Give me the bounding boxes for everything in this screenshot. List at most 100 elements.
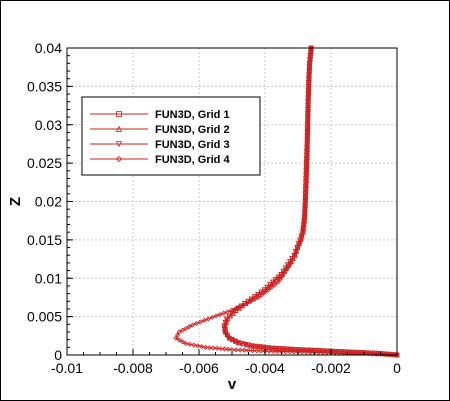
series-point <box>307 60 313 66</box>
series-point <box>305 137 311 143</box>
series-point <box>302 214 308 220</box>
series-point <box>213 313 219 319</box>
series-point <box>233 347 239 353</box>
series-point <box>302 206 308 212</box>
series-layer <box>173 45 400 358</box>
series-point <box>304 164 310 170</box>
legend-label: FUN3D, Grid 1 <box>155 109 230 121</box>
series-point <box>373 351 379 357</box>
series-point <box>283 349 289 355</box>
series-point <box>266 348 272 354</box>
series-point <box>295 347 301 353</box>
series-point <box>218 346 224 352</box>
series-point <box>262 289 268 295</box>
series-point <box>225 309 231 315</box>
series-point <box>226 313 232 320</box>
legend-label: FUN3D, Grid 4 <box>155 154 230 166</box>
series-point <box>183 340 189 347</box>
series-point <box>300 221 307 228</box>
tick-layer: -0.01 -0.008 -0.006 -0.004 -0.002 0 0 0.005 0.01… <box>27 40 401 376</box>
series-point <box>179 327 186 333</box>
series-point <box>301 218 307 224</box>
series-point <box>276 346 282 352</box>
y-tick-label: 0 <box>54 347 62 363</box>
series-line <box>175 47 398 356</box>
series-point <box>269 284 275 290</box>
series-point <box>251 296 258 302</box>
series-point <box>305 141 311 147</box>
series-point <box>311 347 318 354</box>
series-point <box>305 129 311 135</box>
series-point <box>221 310 227 316</box>
legend-marker <box>115 125 123 132</box>
series-point <box>197 319 203 325</box>
series-point <box>253 343 259 350</box>
series-point <box>306 68 313 74</box>
series-point <box>221 323 227 329</box>
y-tick-label: 0.025 <box>27 155 62 171</box>
series-point <box>232 306 238 312</box>
series-point <box>306 72 312 78</box>
series-point <box>305 110 311 116</box>
series-point <box>394 352 400 358</box>
series-point <box>173 335 179 341</box>
series-point <box>275 274 281 280</box>
series-point <box>274 348 280 355</box>
series-point <box>249 343 255 349</box>
series-point <box>305 145 311 151</box>
series-point <box>305 133 311 139</box>
series-point <box>264 345 271 351</box>
legend-marker <box>116 111 122 117</box>
series-point <box>305 118 311 124</box>
series-point <box>377 351 384 357</box>
series-point <box>195 343 201 349</box>
series-point <box>308 53 314 59</box>
series-point <box>259 292 265 298</box>
series-point <box>305 106 311 112</box>
series-point <box>258 348 264 354</box>
series-point <box>287 349 293 355</box>
y-tick-label: 0.03 <box>35 117 62 133</box>
series-point <box>303 183 310 189</box>
series-point <box>306 76 312 82</box>
series-point <box>303 347 309 353</box>
series-point <box>275 279 281 285</box>
series-point <box>258 289 264 295</box>
series-point <box>298 237 304 243</box>
series-point <box>299 233 305 239</box>
series-point <box>308 45 314 51</box>
legend-box <box>81 96 261 176</box>
series-point <box>189 322 195 328</box>
series-point <box>277 276 283 282</box>
series-point <box>223 316 230 322</box>
series-point <box>307 56 313 63</box>
series-point <box>206 345 212 351</box>
series-point <box>303 191 309 197</box>
legend-marker <box>115 155 123 163</box>
series-point <box>288 260 294 266</box>
series-point <box>304 168 310 174</box>
series-point <box>179 339 186 345</box>
series-point <box>272 345 279 352</box>
series-point <box>299 347 305 353</box>
series-point <box>286 263 292 269</box>
series-point <box>306 87 312 93</box>
series-point <box>307 349 313 355</box>
series-point <box>229 347 235 353</box>
series-point <box>306 83 312 89</box>
x-tick-label: -0.002 <box>311 360 351 376</box>
series-point <box>299 349 305 355</box>
series-point <box>304 179 310 185</box>
series-point <box>272 282 278 288</box>
y-tick-label: 0.035 <box>27 78 62 94</box>
series-point <box>268 345 275 351</box>
series-point <box>267 282 273 288</box>
series-point <box>305 99 312 105</box>
series-point <box>304 175 310 182</box>
series-point <box>187 341 193 347</box>
series-point <box>191 342 197 348</box>
series-point <box>174 332 181 338</box>
series-point <box>186 324 192 330</box>
